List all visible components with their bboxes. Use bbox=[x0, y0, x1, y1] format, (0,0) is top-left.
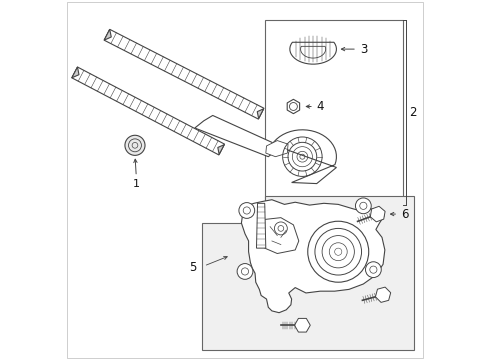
Text: 4: 4 bbox=[306, 100, 324, 113]
Polygon shape bbox=[72, 67, 79, 78]
Polygon shape bbox=[370, 206, 385, 222]
Polygon shape bbox=[256, 203, 266, 248]
Polygon shape bbox=[218, 145, 224, 154]
Text: 3: 3 bbox=[342, 42, 367, 55]
Circle shape bbox=[366, 262, 381, 278]
Polygon shape bbox=[72, 67, 224, 155]
Text: 1: 1 bbox=[133, 159, 140, 189]
Polygon shape bbox=[104, 29, 111, 40]
Circle shape bbox=[355, 198, 371, 214]
Polygon shape bbox=[257, 109, 264, 118]
Polygon shape bbox=[265, 218, 299, 253]
Polygon shape bbox=[195, 116, 277, 157]
Polygon shape bbox=[242, 200, 385, 313]
Circle shape bbox=[237, 264, 253, 279]
Polygon shape bbox=[300, 46, 326, 58]
Polygon shape bbox=[290, 42, 337, 64]
Polygon shape bbox=[287, 99, 299, 114]
Polygon shape bbox=[104, 29, 264, 119]
Polygon shape bbox=[266, 140, 288, 157]
Circle shape bbox=[125, 135, 145, 156]
Text: 6: 6 bbox=[391, 208, 409, 221]
Polygon shape bbox=[294, 318, 310, 332]
Text: 5: 5 bbox=[189, 261, 196, 274]
Polygon shape bbox=[202, 196, 414, 350]
Polygon shape bbox=[375, 287, 391, 302]
Text: 2: 2 bbox=[409, 106, 416, 119]
Circle shape bbox=[239, 203, 255, 219]
Polygon shape bbox=[272, 130, 337, 184]
